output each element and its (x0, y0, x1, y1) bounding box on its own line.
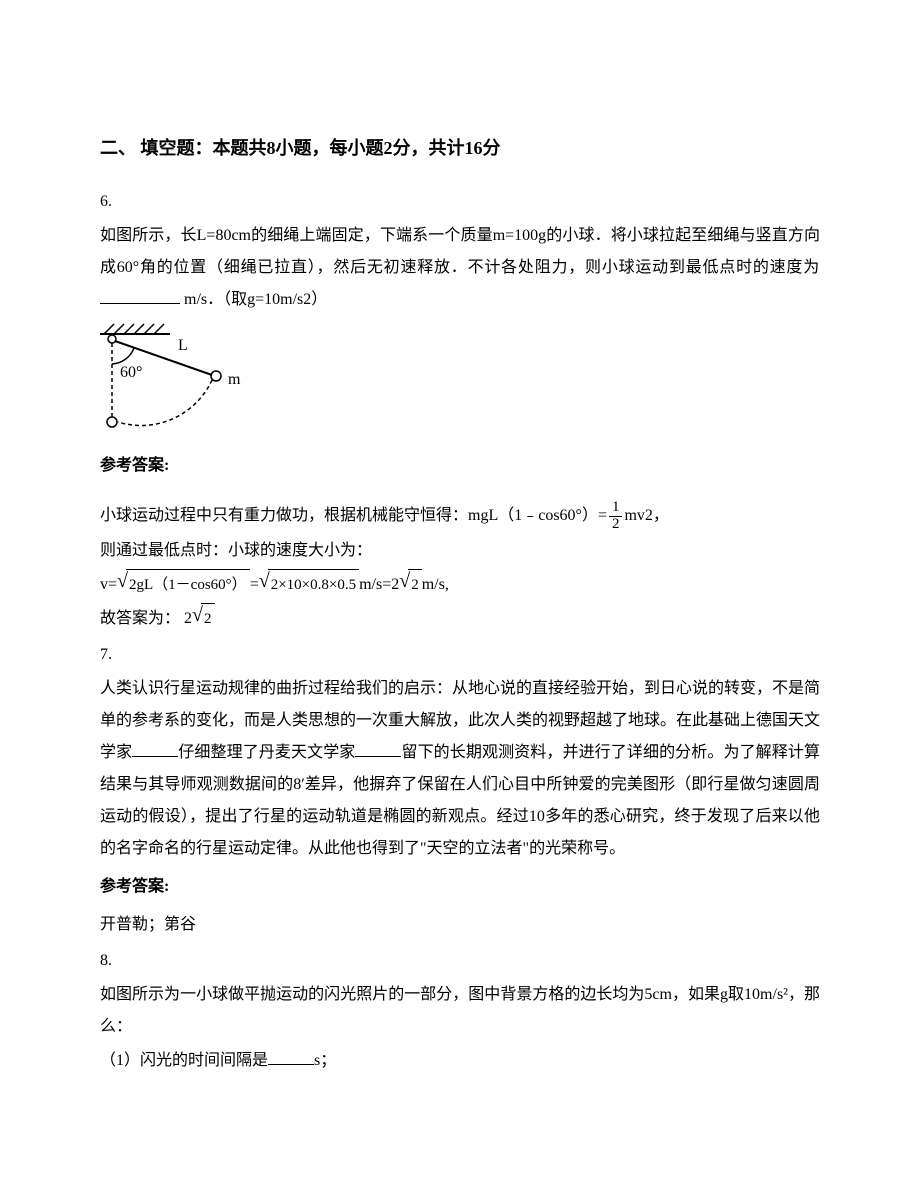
q6-sol1-a: 小球运动过程中只有重力做功，根据机械能守恒得：mgL（1﹣cos60°）= (100, 507, 607, 524)
q7-number: 7. (100, 639, 820, 671)
sqrt-icon: √2 (192, 603, 214, 634)
q7-blank2 (355, 740, 401, 757)
q6-answer-label: 参考答案: (100, 450, 820, 482)
q6-text: 如图所示，长L=80cm的细绳上端固定，下端系一个质量m=100g的小球．将小球… (100, 220, 820, 316)
q6-blank (100, 287, 180, 304)
q6-sol-line4: 故答案为： 2√2 (100, 603, 820, 635)
q7-answer: 开普勒；第谷 (100, 909, 820, 941)
q6-sqrt1: 2gL（1－cos60°） (126, 569, 250, 600)
section-title: 二、 填空题：本题共8小题，每小题2分，共计16分 (100, 130, 820, 166)
q7-text-b: 仔细整理了丹麦天文学家 (178, 744, 355, 761)
q6-sqrt4: 2 (201, 603, 215, 634)
svg-text:L: L (178, 337, 188, 354)
q8-sub1-b: s； (314, 1052, 336, 1069)
q6-sol-line1: 小球运动过程中只有重力做功，根据机械能守恒得：mgL（1﹣cos60°）=12m… (100, 500, 820, 533)
q6-sol3-c: m/s=2 (359, 576, 399, 593)
sqrt-icon: √2 (399, 569, 421, 600)
q6-figure: 60° L m (100, 322, 820, 444)
q8-sub1-blank (268, 1048, 314, 1065)
sqrt-icon: √2gL（1－cos60°） (117, 569, 250, 600)
q6-sol4-b: 2 (184, 610, 192, 627)
q6-number: 6. (100, 186, 820, 218)
q6-sol1-b: mv2， (624, 507, 668, 524)
q6-sol3-d: m/s, (422, 576, 449, 593)
q8-sub1: （1）闪光的时间间隔是 s； (100, 1045, 820, 1077)
q6-prompt: 如图所示，长L=80cm的细绳上端固定，下端系一个质量m=100g的小球．将小球… (100, 227, 820, 276)
q6-frac-num: 1 (609, 500, 623, 517)
q6-sqrt3: 2 (408, 569, 422, 600)
q6-sol4-a: 故答案为： (100, 610, 180, 627)
document-page: 二、 填空题：本题共8小题，每小题2分，共计16分 6. 如图所示，长L=80c… (0, 0, 920, 1119)
q6-sol-line3: v=√2gL（1－cos60°）=√2×10×0.8×0.5m/s=2√2m/s… (100, 569, 820, 601)
q8-text: 如图所示为一小球做平抛运动的闪光照片的一部分，图中背景方格的边长均为5cm，如果… (100, 979, 820, 1043)
q6-suffix: m/s．（取g=10m/s2） (184, 291, 327, 308)
q7-text: 人类认识行星运动规律的曲折过程给我们的启示：从地心说的直接经验开始，到日心说的转… (100, 673, 820, 865)
q7-blank1 (132, 740, 178, 757)
svg-text:60°: 60° (120, 364, 142, 381)
q7-answer-label: 参考答案: (100, 871, 820, 903)
q6-frac: 12 (609, 500, 623, 533)
q8-number: 8. (100, 945, 820, 977)
q6-sqrt2: 2×10×0.8×0.5 (268, 569, 359, 600)
q8-sub1-a: （1）闪光的时间间隔是 (100, 1052, 268, 1069)
svg-text:m: m (228, 371, 241, 388)
sqrt-icon: √2×10×0.8×0.5 (259, 569, 359, 600)
q6-sol3-b: = (250, 576, 259, 593)
q6-sol-line2: 则通过最低点时：小球的速度大小为： (100, 535, 820, 567)
q6-sol3-a: v= (100, 576, 117, 593)
q6-frac-den: 2 (609, 517, 623, 533)
